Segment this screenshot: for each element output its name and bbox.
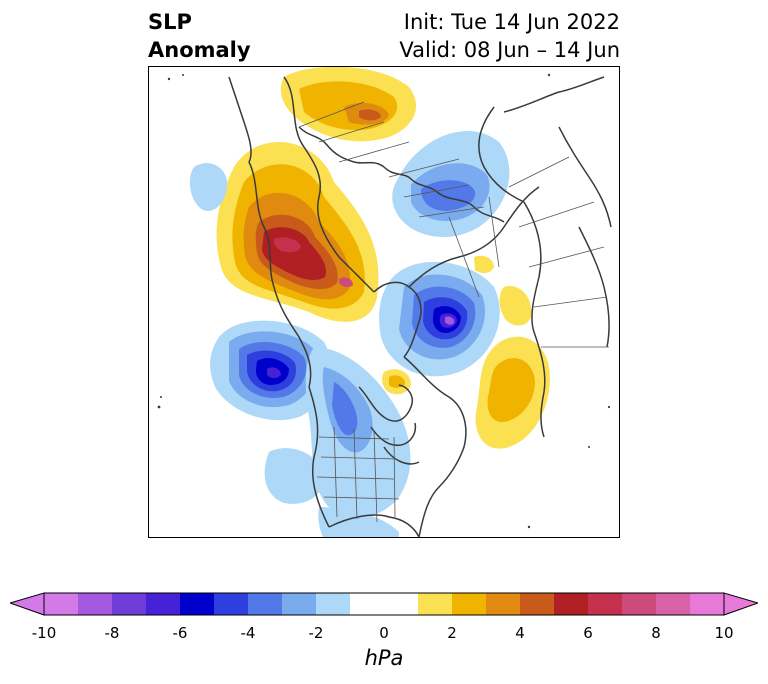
- borders: [298, 101, 609, 523]
- colorbar-tick-label: -8: [104, 624, 120, 642]
- anomaly-canada-high: [216, 141, 379, 322]
- colorbar-tick-label: -2: [308, 624, 324, 642]
- anomaly-pacific-low-small: [189, 163, 228, 211]
- title-field: Anomaly: [148, 38, 251, 62]
- colorbar-tick-label: 8: [651, 624, 661, 642]
- colorbar-bin: [656, 593, 691, 615]
- title-variable: SLP: [148, 10, 192, 34]
- coastlines: [228, 76, 612, 537]
- anomaly-alaska-low: [210, 320, 330, 421]
- colorbar-bin: [690, 593, 725, 615]
- colorbar-tick-label: 10: [714, 624, 734, 642]
- colorbar-bin: [44, 593, 79, 615]
- islands: [157, 73, 611, 529]
- colorbar-outline: [43, 592, 725, 616]
- anomaly-atlantic-high: [382, 255, 550, 449]
- colorbar-bin: [452, 593, 487, 615]
- colorbar-units: hPa: [364, 646, 404, 670]
- colorbar-tick-label: 4: [515, 624, 525, 642]
- map-panel: [148, 66, 620, 538]
- colorbar-tick-label: -4: [240, 624, 256, 642]
- colorbar-bin: [350, 593, 385, 615]
- anomaly-map: [157, 67, 612, 537]
- colorbar-bin: [554, 593, 589, 615]
- anomaly-siberia-high: [280, 67, 417, 142]
- colorbar-tick-label: 6: [583, 624, 593, 642]
- colorbar-extend-low: [10, 592, 45, 616]
- colorbar-bin: [316, 593, 351, 615]
- map-title: SLP Anomaly: [148, 8, 251, 64]
- colorbar-tick-label: 0: [379, 624, 389, 642]
- init-date: Init: Tue 14 Jun 2022: [403, 10, 620, 34]
- valid-range: Valid: 08 Jun – 14 Jun: [399, 38, 620, 62]
- colorbar-bin: [520, 593, 555, 615]
- colorbar-bin: [214, 593, 249, 615]
- colorbar-bin: [588, 593, 623, 615]
- colorbar-bin: [622, 593, 657, 615]
- colorbar-bins: [44, 593, 725, 615]
- colorbar: [10, 592, 758, 616]
- colorbar-bin: [486, 593, 521, 615]
- colorbar-extend-high: [723, 592, 758, 616]
- colorbar-bin: [112, 593, 147, 615]
- colorbar-bin: [418, 593, 453, 615]
- colorbar-tick-label: -10: [31, 624, 57, 642]
- colorbar-bin: [248, 593, 283, 615]
- colorbar-bin: [146, 593, 181, 615]
- anomaly-wna-low: [264, 347, 411, 537]
- colorbar-bin: [282, 593, 317, 615]
- colorbar-tick-label: 2: [447, 624, 457, 642]
- colorbar-tick-label: -6: [172, 624, 188, 642]
- map-dates: Init: Tue 14 Jun 2022 Valid: 08 Jun – 14…: [399, 8, 620, 64]
- colorbar-bin: [384, 593, 419, 615]
- colorbar-bin: [180, 593, 215, 615]
- colorbar-bin: [78, 593, 113, 615]
- anomaly-scandinavia-low: [379, 261, 500, 377]
